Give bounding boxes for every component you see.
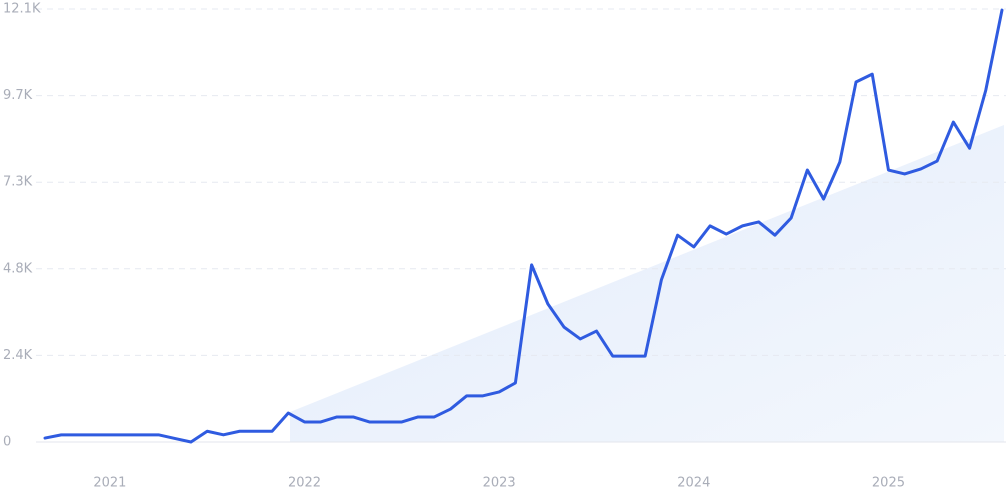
x-tick-label: 2023	[483, 476, 516, 491]
y-tick-label: 4.8K	[3, 261, 33, 276]
y-tick-label: 9.7K	[3, 88, 33, 103]
y-tick-label: 12.1K	[3, 2, 41, 17]
y-tick-label: 7.3K	[3, 175, 33, 190]
y-tick-label: 2.4K	[3, 348, 33, 363]
x-tick-label: 2021	[93, 476, 126, 491]
data-line	[43, 8, 1004, 444]
x-tick-label: 2022	[288, 476, 321, 491]
trend-area	[290, 125, 1004, 442]
x-tick-label: 2024	[677, 476, 710, 491]
y-tick-label: 0	[3, 435, 11, 450]
x-tick-label: 2025	[872, 476, 905, 491]
